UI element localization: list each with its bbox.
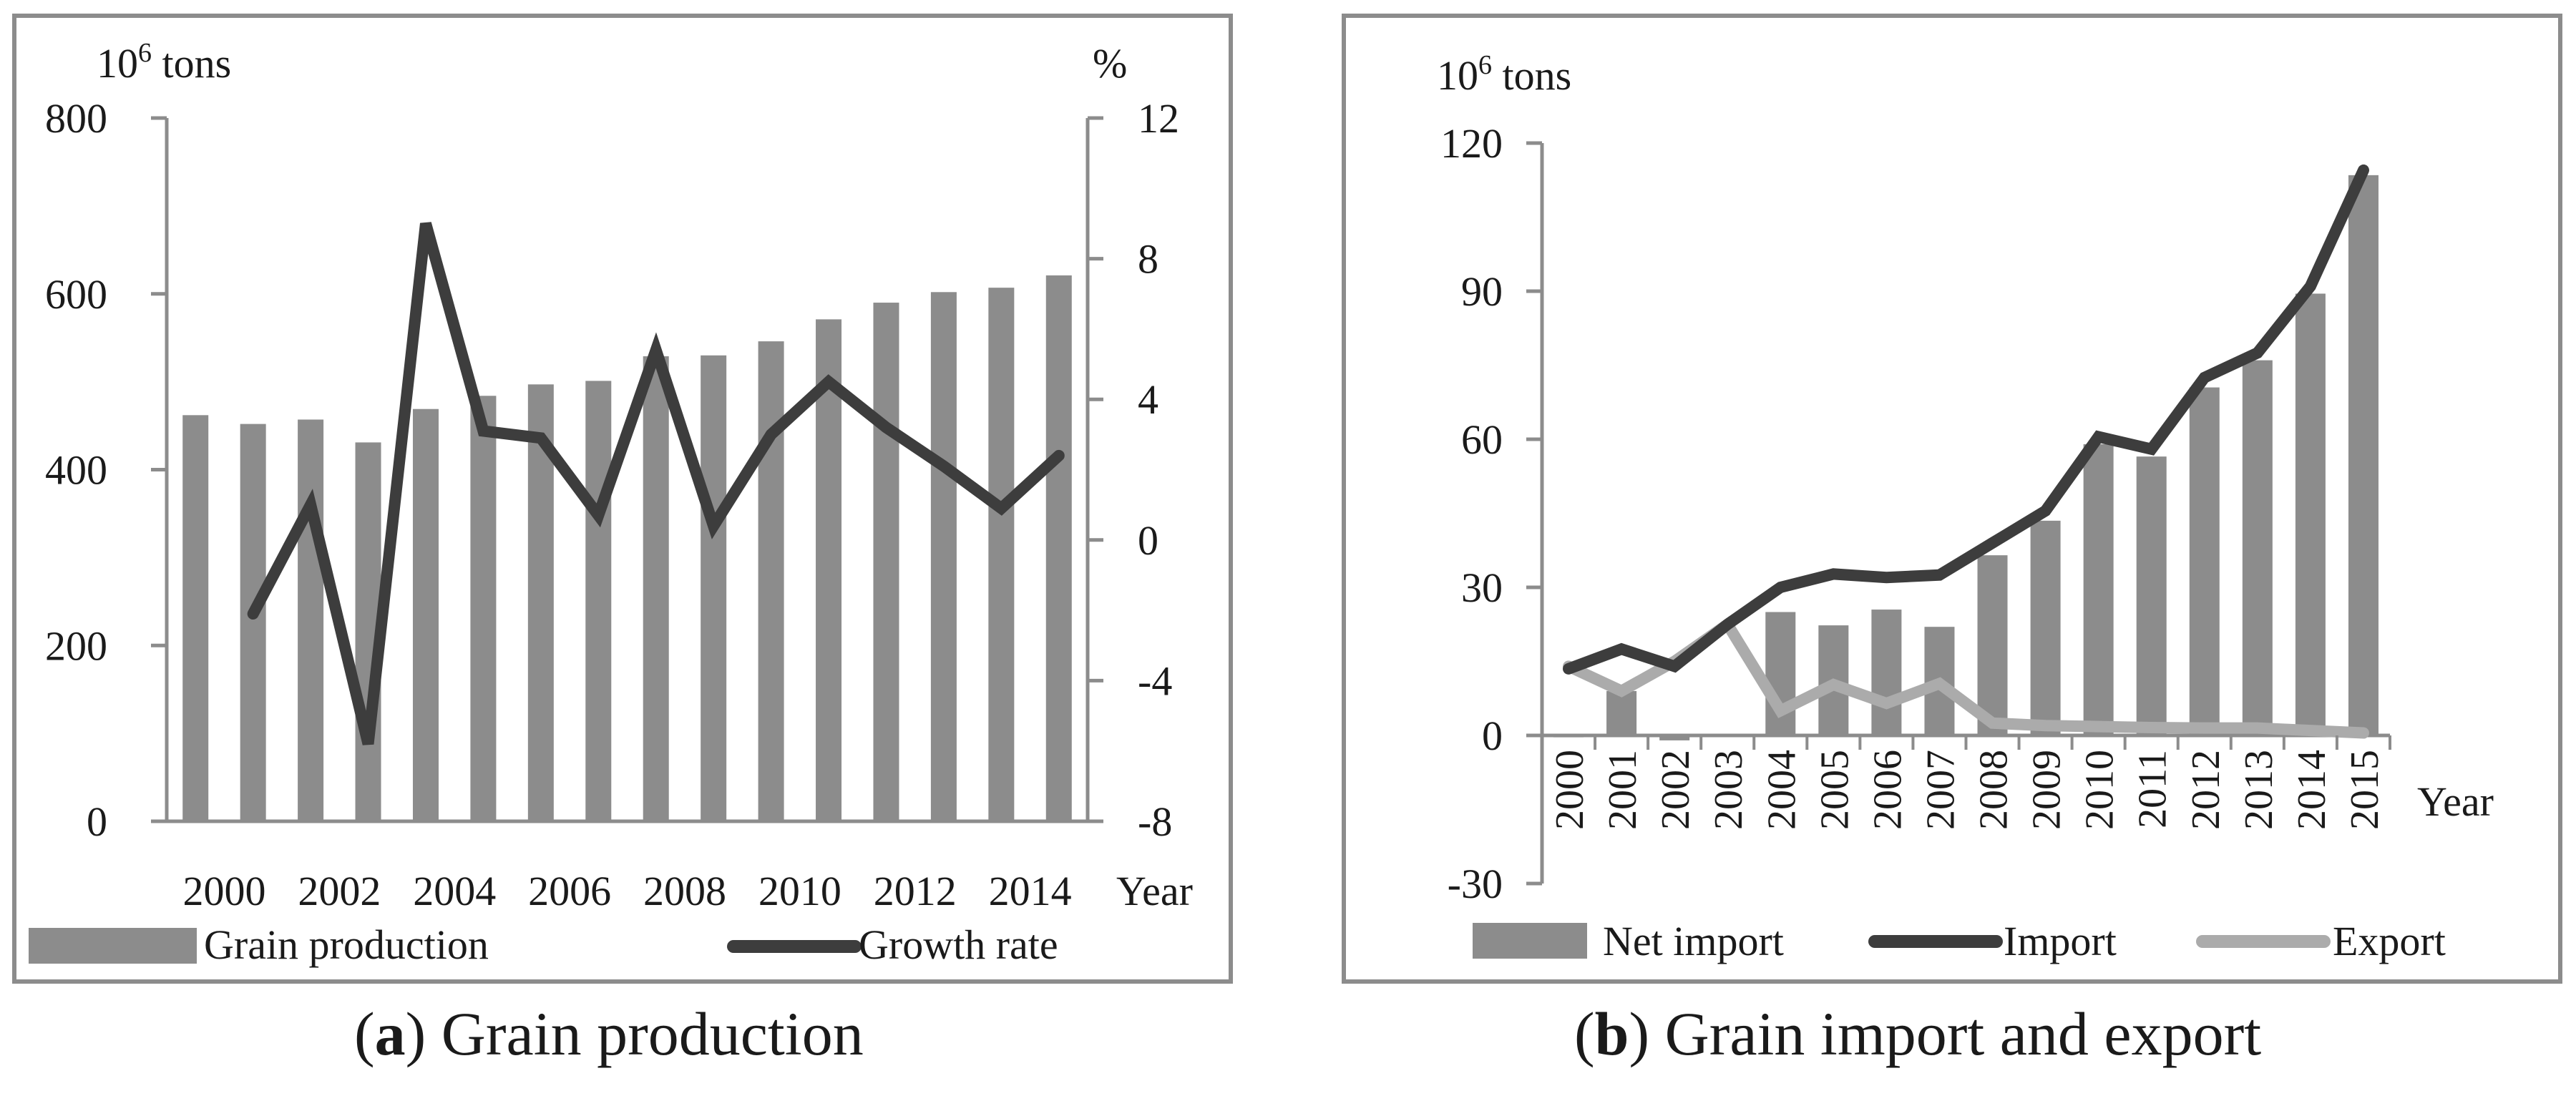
bar-grain-production-2001	[240, 424, 266, 821]
caption-b-letter: b	[1594, 999, 1629, 1068]
panel-b-x-axis-label: Year	[2417, 778, 2494, 825]
legend-label-net-import: Net import	[1603, 918, 1784, 964]
panel-b-x-tick-label: 2010	[2078, 750, 2122, 830]
panel-b-x-tick-label: 2000	[1548, 750, 1592, 830]
bar-net-import-2012	[2189, 387, 2220, 735]
panel-b-x-tick-label: 2004	[1760, 750, 1804, 830]
panel-a-x-tick-label: 2000	[182, 868, 265, 914]
panel-a-right-tick-label: -8	[1138, 798, 1172, 845]
bar-net-import-2001	[1606, 690, 1637, 735]
bar-net-import-2011	[2136, 456, 2167, 735]
line-import	[1563, 164, 2369, 675]
panel-b-x-tick-label: 2007	[1918, 750, 1963, 830]
panel-a-left-tick-label: 400	[45, 447, 107, 494]
panel-b-y-tick-label: 30	[1461, 564, 1503, 611]
bar-net-import-2002	[1659, 735, 1690, 740]
panel-a-right-tick-label: -4	[1138, 657, 1172, 704]
panel-a-left-tick-label: 200	[45, 622, 107, 669]
bar-net-import-2009	[2030, 520, 2061, 735]
panel-a-x-tick-label: 2014	[989, 868, 1072, 914]
legend-label-export: Export	[2333, 918, 2446, 964]
panel-a-x-tick-label: 2010	[758, 868, 841, 914]
bar-grain-production-2009	[701, 355, 727, 821]
bar-net-import-2013	[2242, 360, 2273, 736]
caption-a-letter: a	[374, 999, 406, 1068]
legend-swatch-grain-production	[29, 928, 197, 964]
bar-grain-production-2013	[930, 292, 957, 822]
bar-grain-production-2005	[470, 396, 497, 821]
panel-b-x-tick-label: 2015	[2343, 750, 2387, 830]
panel-a-right-tick-label: 0	[1138, 517, 1158, 564]
line-growth-rate	[247, 222, 1065, 745]
bar-net-import-2010	[2083, 444, 2114, 735]
panel-b-x-tick-label: 2011	[2131, 750, 2175, 828]
bar-grain-production-2007	[585, 381, 612, 821]
panel-b-x-tick-label: 2014	[2290, 750, 2334, 830]
panel-b-x-tick-label: 2005	[1813, 750, 1857, 830]
panel-a-left-unit-label: 106 tons	[97, 38, 231, 87]
bar-grain-production-2002	[298, 419, 324, 821]
panel-a-x-tick-label: 2004	[413, 868, 496, 914]
caption-a: (a) Grain production	[354, 999, 864, 1068]
panel-b-y-tick-label: 120	[1440, 120, 1503, 167]
bar-grain-production-2011	[816, 319, 842, 821]
panel-b-x-tick-label: 2003	[1707, 750, 1751, 830]
bar-net-import-2015	[2348, 175, 2379, 736]
panel-a-x-tick-label: 2008	[643, 868, 726, 914]
panel-a-left-tick-label: 800	[45, 95, 107, 142]
panel-b-y-tick-label: -30	[1448, 861, 1503, 907]
legend-label-import: Import	[2004, 918, 2117, 964]
panel-a-x-tick-label: 2002	[298, 868, 381, 914]
panel-b-y-tick-label: 90	[1461, 268, 1503, 315]
panel-b-left-unit-label: 106 tons	[1437, 50, 1571, 99]
panel-a-left-tick-label: 0	[87, 798, 107, 845]
panel-a-x-tick-label: 2012	[874, 868, 957, 914]
panel-a-x-tick-label: 2006	[528, 868, 611, 914]
panel-a-x-axis-label: Year	[1116, 868, 1193, 914]
caption-b: (b) Grain import and export	[1574, 999, 2262, 1068]
legend-swatch-net-import	[1473, 923, 1587, 959]
bar-grain-production-2008	[643, 356, 669, 822]
panel-b-y-tick-label: 0	[1482, 713, 1503, 759]
panel-b-x-tick-label: 2008	[1972, 750, 2016, 830]
panel-a-right-unit-label: %	[1093, 40, 1127, 87]
panel-b-x-tick-label: 2013	[2237, 750, 2281, 830]
panel-b-x-tick-label: 2001	[1601, 750, 1645, 830]
panel-a-left-tick-label: 600	[45, 271, 107, 318]
panel-a-grain-production: 0 200 400 600 800 -8 -4 0 4 8 12 2000 2002 2004 2006 20…	[12, 14, 1233, 984]
panel-a-right-tick-label: 12	[1138, 95, 1179, 142]
bar-grain-production-2000	[182, 415, 209, 821]
bar-grain-production-2010	[758, 341, 784, 821]
panel-a-right-tick-label: 8	[1138, 236, 1158, 283]
bar-grain-production-2014	[988, 288, 1015, 821]
panel-b-x-tick-label: 2012	[2184, 750, 2228, 830]
bar-grain-production-2004	[412, 408, 439, 821]
legend-label-growth-rate: Growth rate	[859, 921, 1058, 968]
bar-net-import-2008	[1977, 555, 2008, 735]
panel-b-x-tick-label: 2002	[1654, 750, 1698, 830]
caption-a-text: Grain production	[441, 999, 864, 1068]
panel-b-x-tick-label: 2006	[1865, 750, 1910, 830]
bar-net-import-2014	[2295, 293, 2326, 735]
caption-b-text: Grain import and export	[1664, 999, 2262, 1068]
panel-b-y-tick-label: 60	[1461, 416, 1503, 463]
bar-net-import-2006	[1871, 610, 1902, 735]
legend-label-grain-production: Grain production	[204, 921, 489, 968]
panel-a-right-tick-label: 4	[1138, 376, 1158, 423]
panel-b-x-tick-label: 2009	[2025, 750, 2069, 830]
bar-grain-production-2015	[1045, 275, 1072, 821]
bar-grain-production-2012	[873, 303, 899, 822]
